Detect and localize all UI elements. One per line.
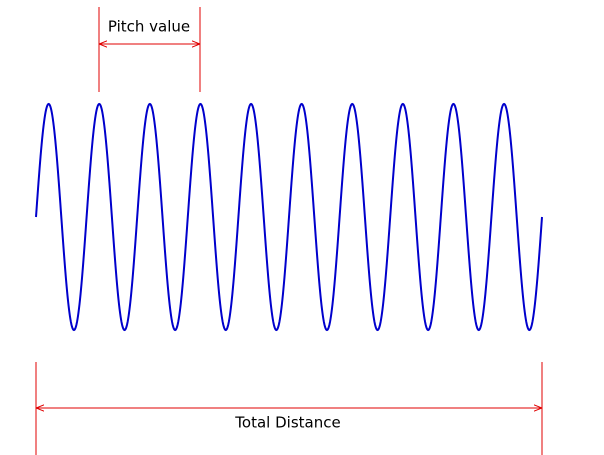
pitch-label: Pitch value: [108, 18, 190, 36]
sine-wave: [35, 102, 543, 332]
total-label: Total Distance: [234, 414, 340, 432]
